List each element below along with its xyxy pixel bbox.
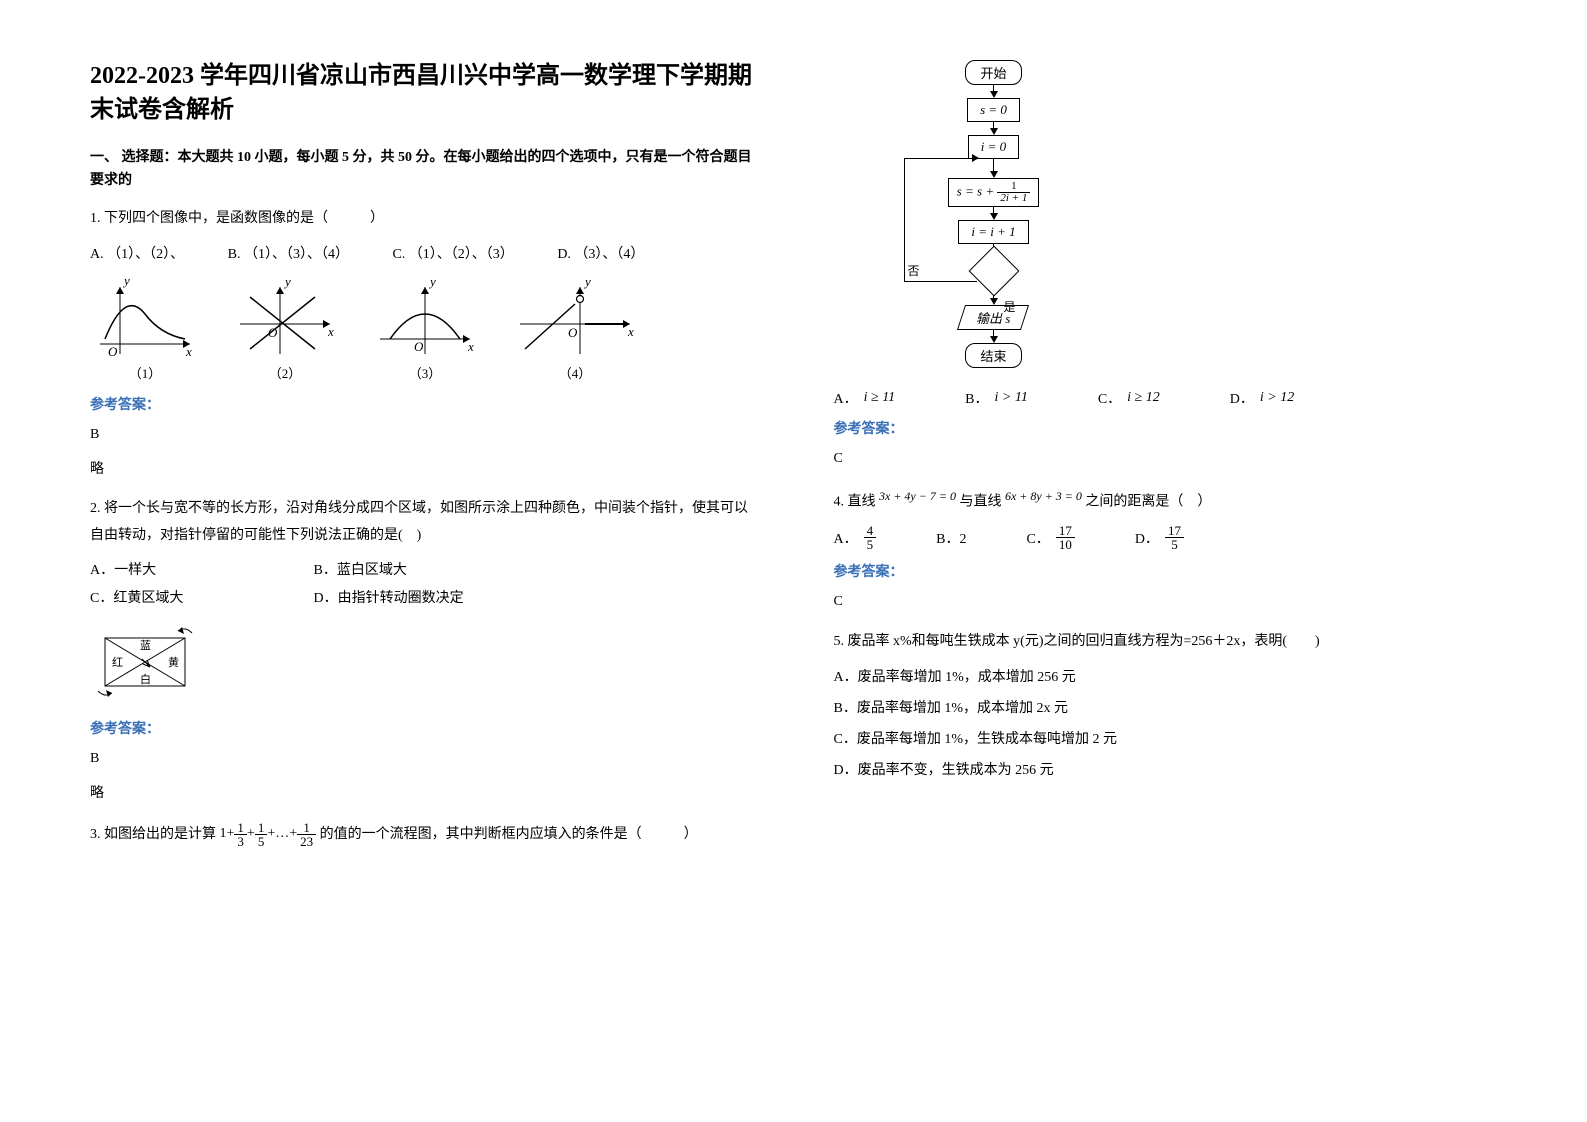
- q1-answer: B: [90, 422, 754, 447]
- svg-text:x: x: [327, 324, 334, 339]
- section-heading: 一、 选择题：本大题共 10 小题，每小题 5 分，共 50 分。在每小题给出的…: [90, 147, 754, 192]
- q1-graph-4-label: （4）: [559, 363, 592, 382]
- q5-optD: D．废品率不变，生铁成本为 256 元: [834, 756, 1498, 787]
- fc-yes-label: 是: [1004, 298, 1016, 315]
- svg-text:y: y: [283, 279, 291, 289]
- q1-graph-2: y x O （2）: [230, 279, 340, 382]
- q1-graph-4: y x O （4）: [510, 279, 640, 382]
- q4-optA: A． 45: [834, 524, 877, 551]
- q2-options: A．一样大 B．蓝白区域大 C．红黄区域大 D．由指针转动圈数决定: [90, 557, 754, 613]
- q1-graphs: y x O （1） y x O （2）: [90, 279, 754, 382]
- q2-spinner-bottom: 白: [140, 672, 151, 686]
- svg-text:x: x: [627, 324, 634, 339]
- q3-optA: i ≥ 11: [864, 390, 896, 406]
- axis-o-label: O: [108, 344, 118, 359]
- q3-optC: i ≥ 12: [1127, 390, 1160, 406]
- q1-options: A. （1）、（2）、 B. （1）、（3）、（4） C. （1）、（2）、（3…: [90, 241, 754, 269]
- q2-stem: 2. 将一个长与宽不等的长方形，沿对角线分成四个区域，如图所示涂上四种颜色，中间…: [90, 496, 754, 549]
- q4-answer-label: 参考答案：: [834, 561, 1498, 581]
- q5-optC: C．废品率每增加 1%，生铁成本每吨增加 2 元: [834, 725, 1498, 756]
- q2-answer: B: [90, 746, 754, 771]
- q4-optB: B．2: [936, 528, 966, 548]
- q2-optA: A．一样大: [90, 557, 270, 585]
- svg-text:O: O: [268, 325, 278, 340]
- q2-answer-label: 参考答案：: [90, 718, 754, 738]
- q2-optC: C．红黄区域大: [90, 585, 270, 613]
- q3-flowchart: 开始 s = 0 i = 0 s = s + 12i + 1 i = i + 1…: [894, 60, 1094, 368]
- q1-graph-3-label: （3）: [409, 363, 442, 382]
- svg-text:y: y: [583, 279, 591, 289]
- q1-graph-1-label: （1）: [129, 363, 162, 382]
- q5-optB: B．废品率每增加 1%，成本增加 2x 元: [834, 694, 1498, 725]
- q1-stem: 1. 下列四个图像中，是函数图像的是（ ）: [90, 206, 754, 233]
- q4-answer: C: [834, 589, 1498, 614]
- q3-stem-prefix: 3. 如图给出的是计算: [90, 826, 216, 841]
- page-title: 2022-2023 学年四川省凉山市西昌川兴中学高一数学理下学期期末试卷含解析: [90, 60, 754, 127]
- axis-x-label: x: [185, 344, 192, 359]
- svg-text:O: O: [568, 325, 578, 340]
- q2-spinner-left: 红: [112, 656, 123, 669]
- q4-optD: D． 175: [1135, 524, 1184, 551]
- q1-answer-label: 参考答案：: [90, 394, 754, 414]
- q5-options: A．废品率每增加 1%，成本增加 256 元 B．废品率每增加 1%，成本增加 …: [834, 663, 1498, 786]
- svg-text:x: x: [467, 339, 474, 354]
- q3-options: A．i ≥ 11 B．i > 11 C．i ≥ 12 D．i > 12: [834, 388, 1498, 408]
- q3-stem-suffix: 的值的一个流程图，其中判断框内应填入的条件是（ ）: [320, 826, 698, 841]
- q2-optD: D．由指针转动圈数决定: [314, 591, 464, 606]
- q3-stem: 3. 如图给出的是计算 1+13+15+…+123 的值的一个流程图，其中判断框…: [90, 821, 754, 848]
- q1-optA: A. （1）、（2）、: [90, 247, 184, 262]
- q1-explain: 略: [90, 457, 754, 482]
- q3-optD: i > 12: [1260, 390, 1294, 406]
- q5-stem: 5. 废品率 x%和每吨生铁成本 y(元)之间的回归直线方程为=256＋2x，表…: [834, 629, 1498, 656]
- q1-graph-2-label: （2）: [269, 363, 302, 382]
- q2-spinner-top: 蓝: [140, 639, 151, 652]
- q2-optB: B．蓝白区域大: [314, 563, 407, 578]
- q3-answer: C: [834, 446, 1498, 471]
- axis-y-label: y: [122, 279, 130, 288]
- svg-text:O: O: [414, 339, 424, 354]
- fc-loop-arrow: [972, 154, 979, 162]
- svg-text:y: y: [428, 279, 436, 289]
- left-column: 2022-2023 学年四川省凉山市西昌川兴中学高一数学理下学期期末试卷含解析 …: [0, 0, 794, 1122]
- right-column: 开始 s = 0 i = 0 s = s + 12i + 1 i = i + 1…: [794, 0, 1587, 1122]
- fc-output: 输出 s: [957, 305, 1029, 330]
- q1-optB: B. （1）、（3）、（4）: [228, 247, 349, 262]
- q4-stem: 4. 直线 3x + 4y − 7 = 0 与直线 6x + 8y + 3 = …: [834, 485, 1498, 516]
- q4-options: A． 45 B．2 C． 1710 D． 175: [834, 524, 1498, 551]
- q4-optC: C． 1710: [1026, 524, 1074, 551]
- q1-optC: C. （1）、（2）、（3）: [392, 247, 513, 262]
- q2-explain: 略: [90, 781, 754, 806]
- q1-graph-1: y x O （1）: [90, 279, 200, 382]
- fc-end: 结束: [965, 343, 1021, 368]
- fc-no-label: 否: [908, 262, 920, 279]
- q1-graph-3: y x O （3）: [370, 279, 480, 382]
- q1-optD: D. （3）、（4）: [557, 247, 644, 262]
- fc-start: 开始: [965, 60, 1021, 85]
- fc-s0: s = 0: [967, 98, 1020, 122]
- q3-series-lead: 1+: [220, 826, 235, 841]
- q2-figure: 蓝 红 黄 白: [90, 623, 754, 708]
- q3-optB: i > 11: [995, 390, 1028, 406]
- q3-answer-label: 参考答案：: [834, 418, 1498, 438]
- q5-optA: A．废品率每增加 1%，成本增加 256 元: [834, 663, 1498, 694]
- q2-spinner-right: 黄: [168, 655, 179, 669]
